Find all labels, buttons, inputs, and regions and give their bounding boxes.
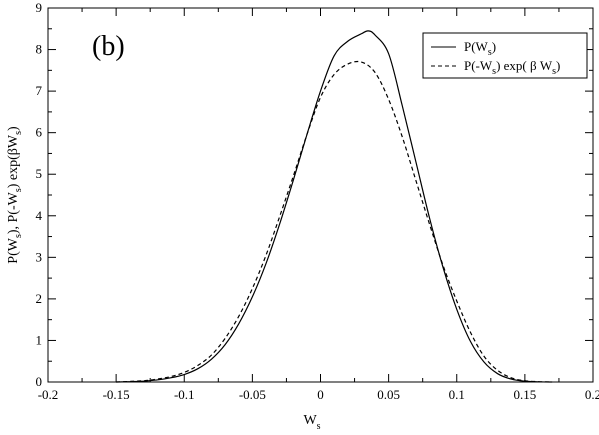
x-tick-label: 0.05	[377, 387, 400, 402]
legend-label-series-1-sub: s	[488, 47, 492, 58]
legend-label-series-2-sub: s	[492, 66, 496, 77]
legend-label-series-1-close: )	[492, 39, 496, 54]
y-axis-title-a-sub: s	[13, 234, 24, 238]
series-line-1	[116, 30, 553, 383]
legend: P(Ws) P(-Ws) exp( β Ws)	[422, 32, 588, 79]
y-axis-title-d: )	[6, 126, 21, 131]
y-tick-label: 9	[36, 0, 43, 15]
x-axis-title-main: W	[303, 413, 317, 428]
series-layer	[116, 30, 553, 383]
x-tick-label: 0.1	[449, 387, 465, 402]
y-tick-label: 5	[36, 166, 43, 181]
x-tick-label: -0.1	[174, 387, 195, 402]
legend-label-series-2: P(-Ws) exp( β Ws)	[464, 58, 560, 77]
y-axis-title-c-sub: s	[13, 131, 24, 135]
x-tick-label: -0.15	[103, 387, 130, 402]
x-tick-label: 0	[317, 387, 324, 402]
x-tick-label: -0.05	[239, 387, 266, 402]
y-tick-label: 6	[36, 125, 43, 140]
x-axis-title-sub: s	[317, 421, 321, 432]
y-axis-title-a: P(W	[6, 237, 21, 263]
y-tick-label: 3	[36, 249, 43, 264]
legend-box	[422, 32, 588, 79]
x-tick-label: 0.2	[585, 387, 599, 402]
y-tick-label: 0	[36, 374, 43, 389]
y-tick-label: 1	[36, 332, 43, 347]
legend-label-series-2-close: )	[556, 58, 560, 73]
y-axis-title-b-sub: s	[13, 188, 24, 192]
y-axis-title-b: ), P(-W	[6, 191, 21, 234]
y-axis-title-c: ) exp(βW	[6, 134, 21, 188]
legend-label-series-1-main: P(W	[464, 39, 489, 54]
ticks-layer: -0.2 -0.15 -0.1 -0.05 0 0.05 0.1 0.15 0.2 0 1 2 3 4 5 6…	[36, 0, 599, 402]
y-tick-label: 2	[36, 291, 43, 306]
y-tick-label: 7	[36, 83, 43, 98]
legend-label-series-1: P(Ws)	[464, 39, 496, 58]
y-tick-label: 4	[36, 208, 43, 223]
series-line-2	[116, 60, 553, 383]
panel-label: (b)	[92, 31, 125, 62]
y-tick-label: 8	[36, 42, 43, 57]
legend-label-series-2-sub2: s	[552, 66, 556, 77]
x-tick-label: 0.15	[514, 387, 537, 402]
legend-label-series-2-main: P(-W	[464, 58, 493, 73]
legend-label-series-2-mid: ) exp( β W	[496, 58, 553, 73]
y-axis-title: P(Ws), P(-Ws) exp(βWs)	[6, 126, 24, 264]
x-axis-title: Ws	[303, 413, 320, 432]
x-tick-label: -0.2	[38, 387, 59, 402]
